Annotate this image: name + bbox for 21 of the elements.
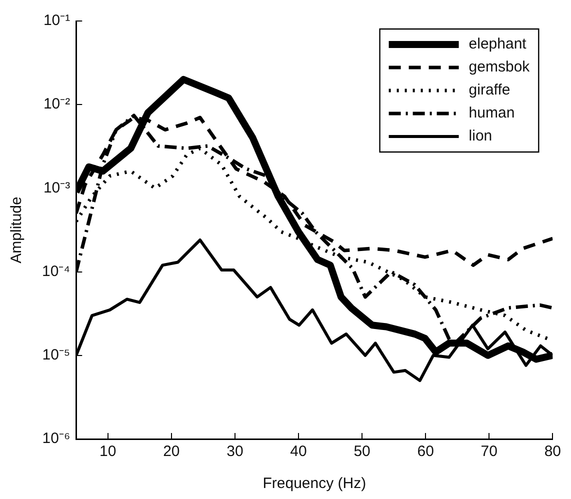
legend-label: human [468,104,515,122]
y-tick-label: 10⁻² [43,96,70,113]
y-tick-label: 10⁻⁶ [42,430,70,448]
legend-label: gemsbok [468,58,530,76]
y-tick-label: 10⁻¹ [43,12,70,30]
x-tick-label: 80 [544,443,561,460]
x-tick-label: 10 [100,443,116,460]
legend-label: lion [468,128,492,145]
x-tick-label: 40 [290,443,307,460]
x-tick-label: 20 [163,443,180,460]
x-tick-label: 50 [354,443,370,460]
legend-label: giraffe [468,82,510,99]
x-axis-title: Frequency (Hz) [262,475,366,492]
y-tick-label: 10⁻⁴ [42,262,70,280]
y-axis-title: Amplitude [8,196,26,264]
y-tick-label: 10⁻⁵ [42,346,70,364]
legend-label: elephant [468,36,528,53]
x-tick-label: 30 [226,443,244,460]
x-tick-label: 70 [480,443,498,460]
y-tick-label: 10⁻³ [43,179,70,196]
x-tick-label: 60 [417,443,434,460]
